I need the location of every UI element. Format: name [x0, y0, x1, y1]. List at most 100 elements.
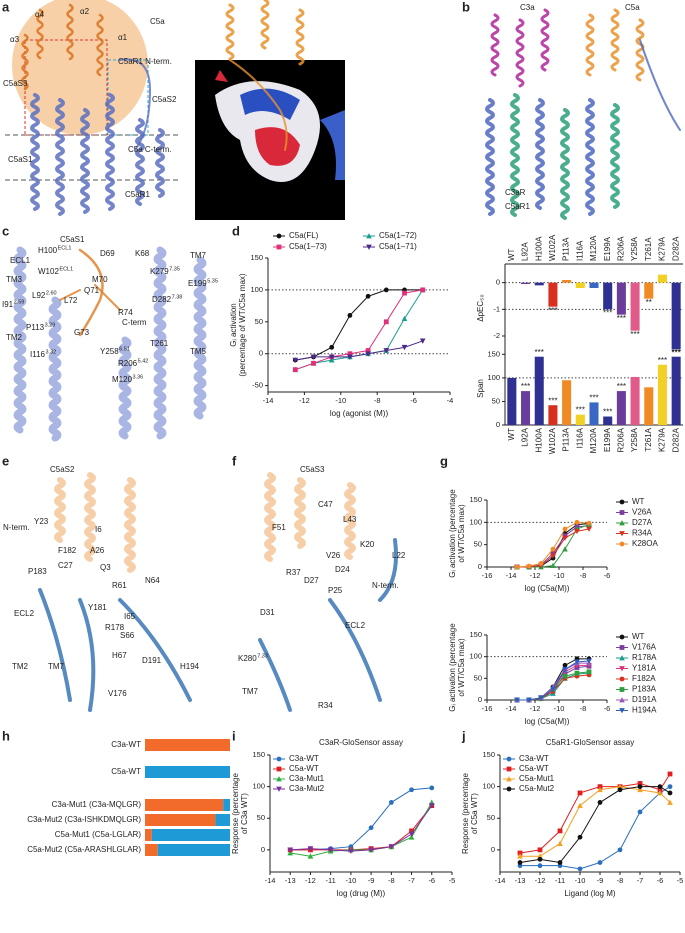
marker: [667, 771, 673, 777]
residue-label: C47: [318, 500, 333, 509]
marker: [557, 828, 563, 834]
marker: [328, 357, 335, 363]
marker: [388, 800, 394, 805]
category-label: R206A: [616, 427, 625, 452]
residue-label: D31: [260, 608, 275, 617]
bar-segment: [145, 829, 152, 841]
series-line: [520, 786, 671, 857]
category-label: M120A: [589, 427, 598, 453]
residue-superscript: ECL1: [58, 245, 72, 251]
x-tick-label: -16: [482, 704, 493, 713]
x-tick-label: -4: [447, 396, 454, 405]
legend-label: C3a-WT: [289, 754, 319, 763]
significance: **: [646, 298, 652, 307]
residue-label: M120: [112, 375, 133, 384]
residue-label: D191: [142, 656, 162, 665]
legend-label: C5a(1–71): [379, 242, 417, 251]
marker: [328, 354, 335, 360]
significance: ***: [671, 348, 680, 357]
bar: [616, 282, 626, 315]
residue-label: F51: [272, 523, 286, 532]
bar: [521, 282, 531, 284]
chart-title: C5aR1-GloSensor assay: [546, 738, 634, 747]
marker: [586, 526, 592, 532]
marker: [409, 828, 414, 834]
marker: [557, 860, 563, 865]
marker: [657, 790, 663, 796]
bar: [630, 282, 640, 331]
helix: [635, 18, 645, 82]
residue-label: R34: [318, 701, 333, 710]
helix: [264, 472, 276, 562]
helix: [515, 18, 525, 88]
bar: [589, 282, 599, 288]
helix: [155, 128, 165, 198]
y-axis-label: Gᵢ activation (percentage: [448, 623, 457, 712]
residue-label: C5aS1: [60, 235, 85, 244]
legend-label: P183A: [632, 685, 657, 694]
residue-label: R61: [112, 581, 127, 590]
marker: [637, 809, 643, 815]
helix: [510, 93, 520, 217]
category-label: I116A: [575, 427, 584, 448]
significance: ***: [548, 396, 557, 405]
y-axis-label: Gᵢ activation: [229, 303, 238, 347]
marker: [365, 293, 371, 299]
x-tick-label: -6: [604, 571, 611, 580]
marker: [637, 786, 643, 793]
residue-label: H100: [38, 246, 58, 255]
y-tick-label: 150: [250, 253, 263, 262]
residue-label: Y23: [34, 517, 49, 526]
marker: [537, 856, 543, 862]
category-label: K279A: [658, 427, 667, 452]
residue-label: C5aR1: [125, 190, 150, 199]
residue-label: α3: [10, 35, 20, 44]
helix: [105, 93, 115, 211]
legend-marker: [276, 766, 282, 772]
residue-label: H194: [180, 662, 200, 671]
category-label: M120A: [589, 235, 598, 261]
residue-superscript: 7.38: [172, 294, 183, 300]
legend-marker: [619, 676, 625, 682]
residue-label: N-term.: [3, 523, 30, 532]
marker: [562, 546, 568, 552]
significance: ***: [630, 330, 639, 339]
helix: [54, 477, 66, 543]
marker: [562, 535, 568, 541]
marker: [562, 526, 568, 532]
marker: [311, 360, 316, 366]
x-tick-label: -10: [335, 396, 346, 405]
residue-label: R206: [118, 359, 138, 368]
legend-marker: [619, 634, 625, 640]
legend-marker: [619, 499, 625, 505]
panel-label: e: [2, 453, 9, 468]
y-axis-label: of C3a WT): [240, 793, 249, 834]
legend-label: R34A: [632, 529, 653, 538]
residue-label: N64: [145, 576, 160, 585]
x-tick-label: -14: [495, 876, 506, 885]
legend-marker: [276, 233, 282, 239]
y-tick-label: 0: [478, 695, 482, 704]
residue-label: C5aS3: [300, 465, 325, 474]
x-axis-label: log (C5a(M)): [525, 584, 570, 593]
legend-marker: [619, 697, 625, 703]
marker: [419, 338, 426, 344]
residue-superscript: 3.29: [45, 322, 56, 328]
residue-label: D27: [304, 576, 319, 585]
x-tick-label: -7: [637, 876, 644, 885]
series-line: [520, 786, 671, 870]
x-tick-label: -12: [535, 876, 546, 885]
legend-marker: [506, 756, 512, 762]
significance: ***: [589, 394, 598, 403]
legend-marker: [366, 233, 372, 239]
residue-label: Y258: [100, 347, 119, 356]
helix: [80, 108, 90, 214]
significance: ***: [603, 308, 612, 317]
residue-superscript: 3.32: [45, 349, 56, 355]
category-label: T261A: [644, 237, 653, 261]
marker: [383, 319, 389, 325]
bar-segment: [145, 844, 158, 856]
bar: [562, 280, 572, 283]
y-tick-label: 150: [469, 630, 482, 639]
legend-label: C5a-Mut2: [519, 784, 555, 793]
